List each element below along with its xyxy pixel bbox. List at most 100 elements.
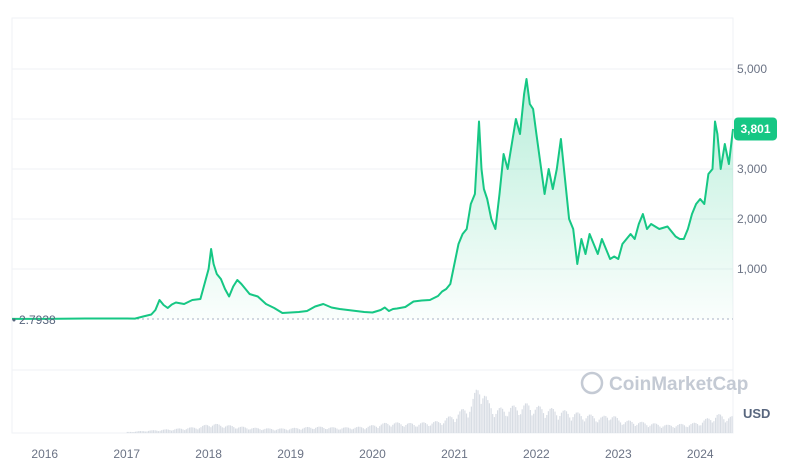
volume-bar bbox=[423, 422, 425, 433]
volume-bar bbox=[197, 429, 199, 433]
volume-bar bbox=[654, 423, 656, 433]
volume-bar bbox=[284, 428, 286, 433]
volume-bar bbox=[590, 414, 592, 433]
volume-bar bbox=[664, 425, 666, 433]
volume-bar bbox=[672, 427, 674, 433]
volume-bar bbox=[533, 413, 535, 433]
volume-bar bbox=[234, 428, 237, 433]
volume-bar bbox=[403, 426, 405, 433]
volume-bar bbox=[526, 403, 528, 433]
volume-bar bbox=[515, 407, 517, 433]
volume-bar bbox=[392, 424, 394, 433]
volume-bar bbox=[718, 414, 720, 433]
volume-bar bbox=[511, 405, 513, 433]
volume-bar bbox=[393, 423, 395, 433]
volume-bar bbox=[651, 424, 653, 433]
volume-bar bbox=[149, 430, 151, 433]
volume-bar bbox=[361, 427, 363, 433]
volume-bar bbox=[505, 415, 507, 433]
volume-bar bbox=[580, 416, 582, 433]
volume-bar bbox=[293, 427, 295, 433]
volume-bar bbox=[154, 430, 156, 433]
volume-bar bbox=[384, 422, 386, 433]
volume-bar bbox=[226, 425, 228, 433]
volume-bar bbox=[200, 427, 202, 433]
volume-bar bbox=[675, 426, 677, 433]
volume-bar bbox=[542, 413, 545, 433]
volume-bar bbox=[356, 427, 358, 433]
volume-bar bbox=[498, 408, 500, 433]
volume-bar bbox=[641, 421, 643, 433]
volume-bar bbox=[626, 420, 628, 433]
volume-bar bbox=[518, 415, 520, 433]
volume-bar bbox=[225, 426, 227, 433]
volume-bar bbox=[487, 400, 489, 433]
volume-bar bbox=[454, 422, 456, 433]
plot-frame bbox=[11, 17, 734, 434]
volume-bar bbox=[365, 428, 368, 433]
volume-bar bbox=[329, 427, 332, 433]
volume-bar bbox=[516, 410, 518, 433]
volume-bar bbox=[457, 414, 459, 433]
volume-bar bbox=[184, 430, 186, 433]
volume-bar bbox=[333, 427, 335, 433]
volume-bar bbox=[660, 427, 663, 433]
volume-bar bbox=[564, 410, 566, 433]
volume-bar bbox=[459, 411, 461, 433]
volume-bar bbox=[251, 428, 253, 433]
baseline-label: 2.7938 bbox=[12, 313, 56, 327]
volume-bar bbox=[721, 416, 723, 433]
volume-bar bbox=[682, 424, 684, 433]
volume-bar bbox=[131, 432, 133, 433]
volume-bar bbox=[331, 427, 333, 433]
baseline-dot-icon bbox=[12, 318, 16, 322]
volume-bar bbox=[706, 418, 708, 433]
price-line bbox=[12, 78, 734, 320]
volume-bar bbox=[274, 430, 276, 433]
current-price-badge: 3,801 bbox=[734, 117, 777, 141]
volume-bar bbox=[269, 428, 271, 433]
volume-bar bbox=[308, 427, 310, 433]
volume-bar bbox=[203, 425, 205, 433]
volume-bar bbox=[408, 423, 410, 433]
volume-bar bbox=[687, 427, 689, 433]
volume-bar bbox=[405, 425, 407, 433]
volume-bar bbox=[559, 416, 561, 433]
volume-bar bbox=[611, 417, 613, 433]
volume-bar bbox=[595, 421, 597, 433]
volume-bar bbox=[579, 413, 581, 433]
volume-bar bbox=[492, 414, 494, 433]
volume-bar bbox=[497, 410, 499, 433]
volume-bar bbox=[719, 414, 722, 433]
volume-bar bbox=[151, 430, 153, 433]
volume-bar bbox=[285, 429, 287, 433]
volume-bar bbox=[311, 428, 314, 433]
volume-bar bbox=[205, 424, 207, 433]
y-tick-label: 1,000 bbox=[737, 262, 767, 276]
volume-bar bbox=[325, 429, 327, 433]
volume-bar bbox=[634, 426, 636, 433]
volume-bar bbox=[531, 415, 533, 433]
volume-bar bbox=[264, 428, 266, 433]
volume-bar bbox=[287, 430, 289, 433]
volume-bar bbox=[372, 425, 374, 433]
y-tick-label: 2,000 bbox=[737, 212, 767, 226]
volume-bar bbox=[601, 416, 604, 433]
volume-bar bbox=[275, 429, 277, 433]
volume-bar bbox=[202, 425, 204, 433]
chart-gridlines bbox=[11, 17, 734, 434]
volume-bar bbox=[642, 422, 645, 433]
volume-bar bbox=[552, 409, 554, 433]
volume-bar bbox=[524, 403, 527, 433]
volume-bar bbox=[716, 414, 718, 433]
volume-bar bbox=[320, 426, 322, 433]
volume-bar bbox=[488, 403, 490, 433]
volume-bar bbox=[690, 424, 692, 433]
volume-bar bbox=[621, 424, 623, 433]
volume-bar bbox=[447, 416, 450, 433]
volume-bar bbox=[424, 423, 427, 433]
volume-bar bbox=[369, 425, 371, 433]
volume-bar bbox=[316, 427, 318, 433]
volume-bar bbox=[159, 430, 161, 433]
